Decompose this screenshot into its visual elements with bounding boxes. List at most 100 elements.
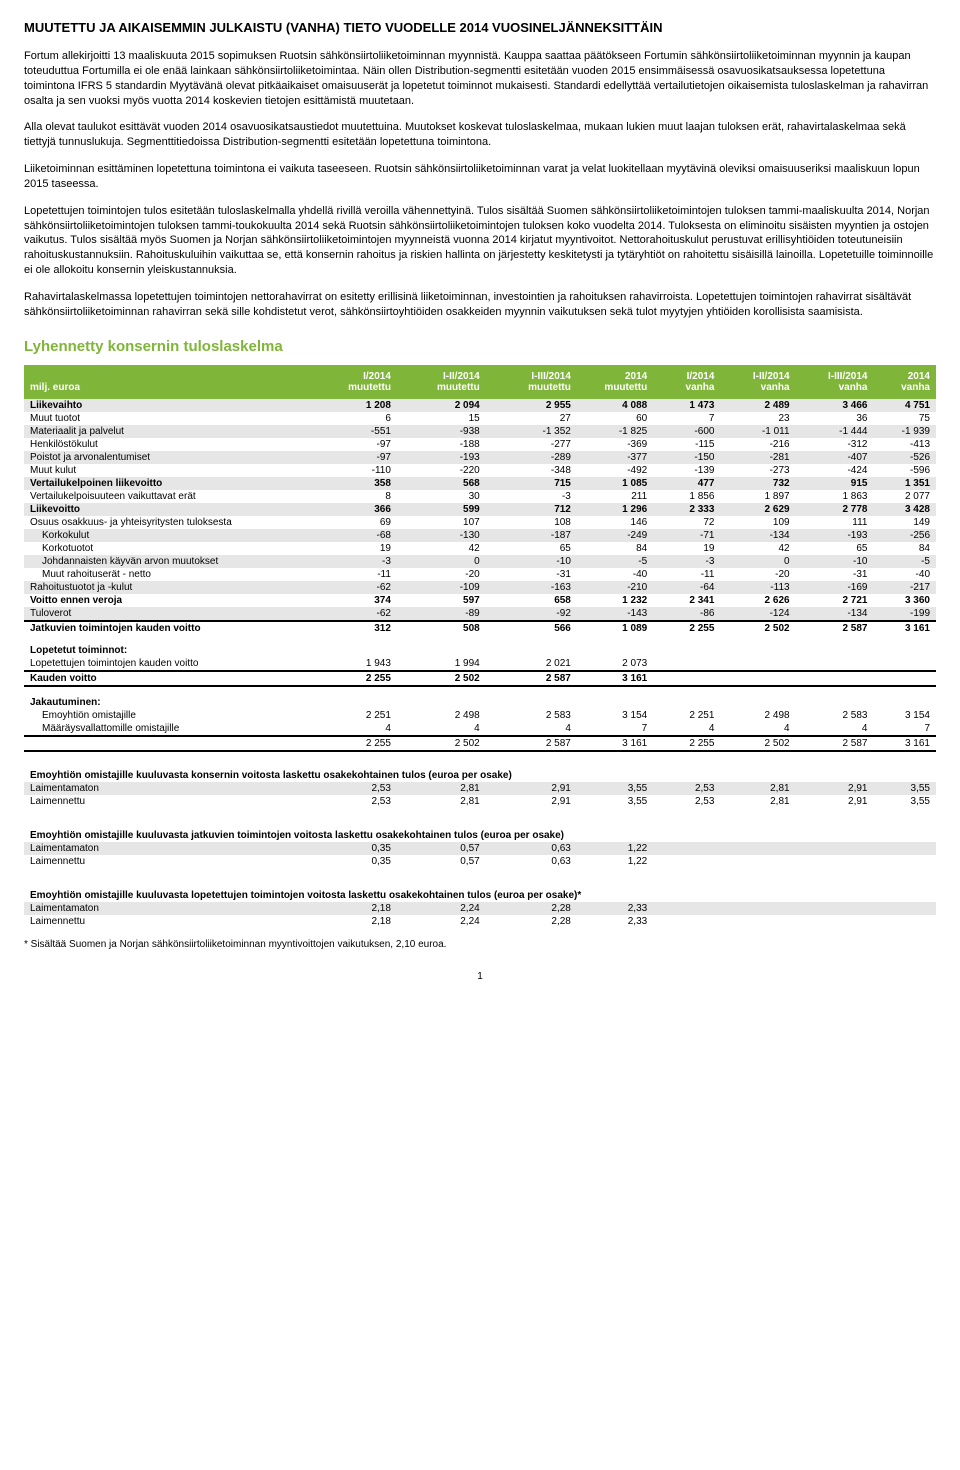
- table-row: Laimentamaton0,350,570,631,22: [24, 842, 936, 855]
- cell: 3,55: [577, 782, 653, 795]
- cell: 3 360: [873, 594, 936, 607]
- cell: 2,91: [486, 795, 577, 808]
- table-heading: Lyhennetty konsernin tuloslaskelma: [24, 338, 936, 355]
- cell: -938: [397, 425, 486, 438]
- cell: -220: [397, 464, 486, 477]
- cell: 149: [873, 516, 936, 529]
- cell: 69: [316, 516, 397, 529]
- cell: [796, 842, 874, 855]
- cell: 2,53: [653, 795, 720, 808]
- cell: 2 502: [397, 671, 486, 686]
- cell: 0,57: [397, 855, 486, 868]
- cell: -1 352: [486, 425, 577, 438]
- row-label: Liikevaihto: [24, 399, 316, 412]
- cell: 7: [653, 412, 720, 425]
- cell: 36: [796, 412, 874, 425]
- period-profit-row: Kauden voitto2 2552 5022 5873 161: [24, 671, 936, 686]
- table-row: Liikevaihto1 2082 0942 9554 0881 4732 48…: [24, 399, 936, 412]
- cell: 4: [397, 722, 486, 736]
- row-label: Laimentamaton: [24, 902, 316, 915]
- cell: 84: [873, 542, 936, 555]
- cell: 2 502: [397, 736, 486, 751]
- cell: [796, 657, 874, 671]
- income-statement-table: milj. euroa I/2014 muutettu I-II/2014 mu…: [24, 365, 936, 928]
- cell: -20: [397, 568, 486, 581]
- cell: -31: [796, 568, 874, 581]
- cell: -11: [653, 568, 720, 581]
- cell: 1 089: [577, 621, 653, 635]
- cell: 0: [397, 555, 486, 568]
- cell: 1 351: [873, 477, 936, 490]
- table-row: Tuloverot-62-89-92-143-86-124-134-199: [24, 607, 936, 621]
- cell: -596: [873, 464, 936, 477]
- cell: 3,55: [873, 782, 936, 795]
- cell: 1 208: [316, 399, 397, 412]
- cell: 358: [316, 477, 397, 490]
- cell: -31: [486, 568, 577, 581]
- cell: -277: [486, 438, 577, 451]
- cell: -210: [577, 581, 653, 594]
- cell: 374: [316, 594, 397, 607]
- cell: 2 629: [720, 503, 795, 516]
- cell: 0,35: [316, 842, 397, 855]
- attribution-total: 2 2552 5022 5873 1612 2552 5022 5873 161: [24, 736, 936, 751]
- cell: -281: [720, 451, 795, 464]
- cell: 3 161: [873, 736, 936, 751]
- cell: 2 094: [397, 399, 486, 412]
- intro-para-4: Lopetettujen toimintojen tulos esitetään…: [24, 204, 936, 278]
- table-row: Muut tuotot61527607233675: [24, 412, 936, 425]
- cell: -110: [316, 464, 397, 477]
- cell: 60: [577, 412, 653, 425]
- cell: 2 583: [486, 709, 577, 722]
- cell: -424: [796, 464, 874, 477]
- table-row: Laimentamaton2,182,242,282,33: [24, 902, 936, 915]
- cell: 7: [873, 722, 936, 736]
- table-row: Osuus osakkuus- ja yhteisyritysten tulok…: [24, 516, 936, 529]
- cell: 146: [577, 516, 653, 529]
- cell: 2 251: [653, 709, 720, 722]
- cell: 1,22: [577, 842, 653, 855]
- eps2-heading: Emoyhtiön omistajille kuuluvasta jatkuvi…: [24, 808, 936, 842]
- cell: 1 994: [397, 657, 486, 671]
- page-number: 1: [24, 971, 936, 982]
- row-label: Lopetettujen toimintojen kauden voitto: [24, 657, 316, 671]
- cell: 2,81: [720, 782, 795, 795]
- cell: [796, 671, 874, 686]
- row-label: Voitto ennen veroja: [24, 594, 316, 607]
- row-label: Johdannaisten käyvän arvon muutokset: [24, 555, 316, 568]
- cell: 1 232: [577, 594, 653, 607]
- cell: -187: [486, 529, 577, 542]
- intro-para-1: Fortum allekirjoitti 13 maaliskuuta 2015…: [24, 49, 936, 108]
- cell: 568: [397, 477, 486, 490]
- table-row: Korkokulut-68-130-187-249-71-134-193-256: [24, 529, 936, 542]
- cell: 2 502: [720, 736, 795, 751]
- cell: 108: [486, 516, 577, 529]
- cell: 27: [486, 412, 577, 425]
- cell: -64: [653, 581, 720, 594]
- cell: 2,91: [796, 795, 874, 808]
- row-label: Laimennettu: [24, 855, 316, 868]
- table-row: Muut rahoituserät - netto-11-20-31-40-11…: [24, 568, 936, 581]
- cell: 2 489: [720, 399, 795, 412]
- col-header: 2014 muutettu: [577, 365, 653, 399]
- cell: 2,33: [577, 915, 653, 928]
- cell: -3: [653, 555, 720, 568]
- cell: 2 077: [873, 490, 936, 503]
- row-label: Laimentamaton: [24, 782, 316, 795]
- cell: 30: [397, 490, 486, 503]
- row-label: Poistot ja arvonalentumiset: [24, 451, 316, 464]
- table-row: Materiaalit ja palvelut-551-938-1 352-1 …: [24, 425, 936, 438]
- cell: 2 955: [486, 399, 577, 412]
- table-row: Laimennettu2,182,242,282,33: [24, 915, 936, 928]
- cell: -150: [653, 451, 720, 464]
- table-row: Liikevoitto3665997121 2962 3332 6292 778…: [24, 503, 936, 516]
- table-row: Rahoitustuotot ja -kulut-62-109-163-210-…: [24, 581, 936, 594]
- cell: -139: [653, 464, 720, 477]
- cell: -193: [796, 529, 874, 542]
- cell: 597: [397, 594, 486, 607]
- cell: 2,28: [486, 902, 577, 915]
- cell: -11: [316, 568, 397, 581]
- footnote: * Sisältää Suomen ja Norjan sähkönsiirto…: [24, 938, 936, 952]
- intro-para-3: Liiketoiminnan esittäminen lopetettuna t…: [24, 162, 936, 192]
- cell: 2,81: [397, 782, 486, 795]
